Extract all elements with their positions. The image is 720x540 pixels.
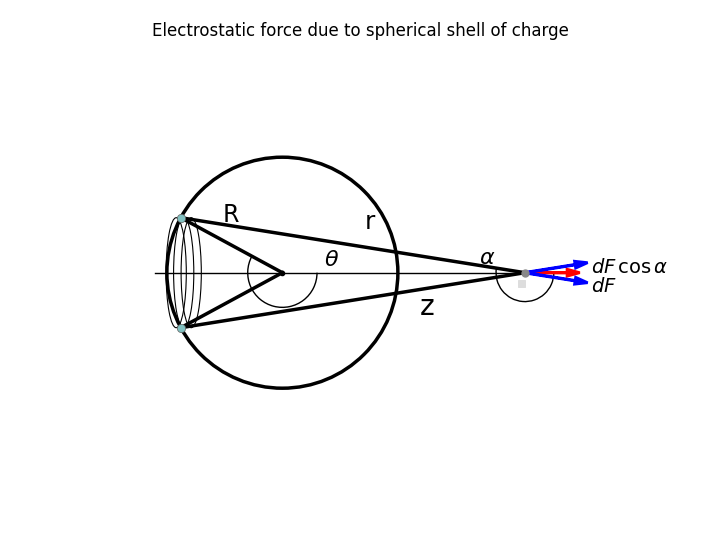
Text: Electrostatic force due to spherical shell of charge: Electrostatic force due to spherical she… [152,22,568,39]
FancyArrow shape [525,272,588,284]
Text: $dF$: $dF$ [590,277,616,296]
Text: r: r [365,210,375,234]
FancyArrow shape [525,261,588,273]
Bar [518,280,525,287]
Text: $\alpha$: $\alpha$ [480,248,495,268]
FancyArrow shape [525,269,580,276]
Text: R: R [222,203,238,227]
Text: $dF$$\,\cos\alpha$: $dF$$\,\cos\alpha$ [590,258,668,277]
Text: $\theta$: $\theta$ [324,250,339,270]
Text: z: z [419,293,434,321]
